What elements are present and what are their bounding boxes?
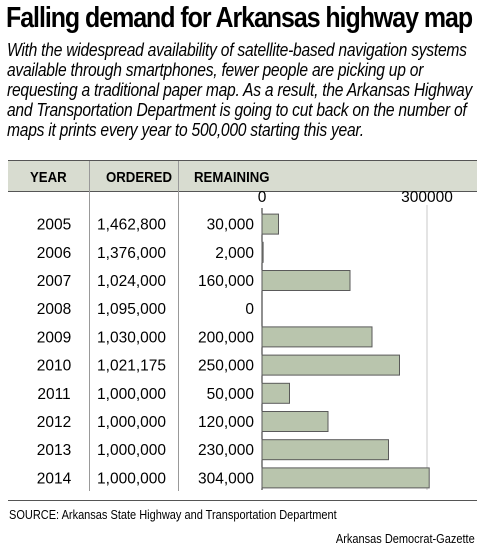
table-cell-ordered: 1,000,000 [97,442,166,459]
bar [261,354,400,376]
axis-tick-label: 300000 [401,189,453,206]
bar [261,467,430,489]
table-cell-remaining: 160,000 [198,273,254,290]
table-cell-ordered: 1,030,000 [97,329,166,346]
chart-title: Falling demand for Arkansas highway map [6,2,473,34]
bar [261,213,279,235]
table-cell-remaining: 120,000 [198,414,254,431]
table-cell-ordered: 1,376,000 [97,245,166,262]
bar [261,270,351,291]
table-header-band [8,161,477,191]
table-cell-ordered: 1,024,000 [97,273,166,290]
source-note: SOURCE: Arkansas State Highway and Trans… [9,508,337,522]
bar [261,411,329,432]
table-cell-year: 2009 [37,329,71,346]
table-cell-year: 2013 [37,442,71,459]
table-cell-remaining: 2,000 [215,245,254,262]
header-ordered: ORDERED [106,169,173,186]
column-separator-2 [178,161,179,491]
bar [261,326,373,348]
table-cell-remaining: 50,000 [207,386,255,403]
table-cell-ordered: 1,000,000 [97,414,166,431]
table-cell-ordered: 1,000,000 [97,386,166,403]
table-cell-year: 2011 [37,386,70,403]
table-cell-year: 2007 [37,273,71,290]
bar [261,241,264,263]
header-remaining: REMAINING [194,169,270,186]
table-cell-remaining: 200,000 [198,329,254,346]
chart-subtitle: With the widespread availability of sate… [7,39,473,140]
table-top-rule [8,160,477,161]
table-cell-year: 2006 [37,245,71,262]
table-cell-year: 2012 [37,414,71,431]
table-cell-year: 2010 [37,358,72,375]
table-cell-ordered: 1,000,000 [97,470,166,487]
publisher-credit: Arkansas Democrat-Gazette [336,532,475,546]
table-cell-remaining: 230,000 [198,442,254,459]
bar [261,382,290,404]
table-cell-remaining: 304,000 [198,470,254,487]
header-bottom-rule [8,191,477,192]
table-cell-year: 2014 [37,470,72,487]
table-cell-remaining: 0 [245,301,254,318]
header-year: YEAR [30,169,67,186]
column-separator-1 [89,161,90,491]
table-cell-ordered: 1,095,000 [97,301,166,318]
table-cell-year: 2005 [37,217,71,234]
axis-tick-label: 0 [258,189,267,206]
bar [261,439,389,461]
table-cell-ordered: 1,462,800 [97,217,166,234]
table-cell-remaining: 30,000 [207,217,255,234]
table-cell-ordered: 1,021,175 [97,358,166,375]
table-cell-year: 2008 [37,301,71,318]
table-bottom-rule [8,500,477,501]
table-cell-remaining: 250,000 [198,358,254,375]
